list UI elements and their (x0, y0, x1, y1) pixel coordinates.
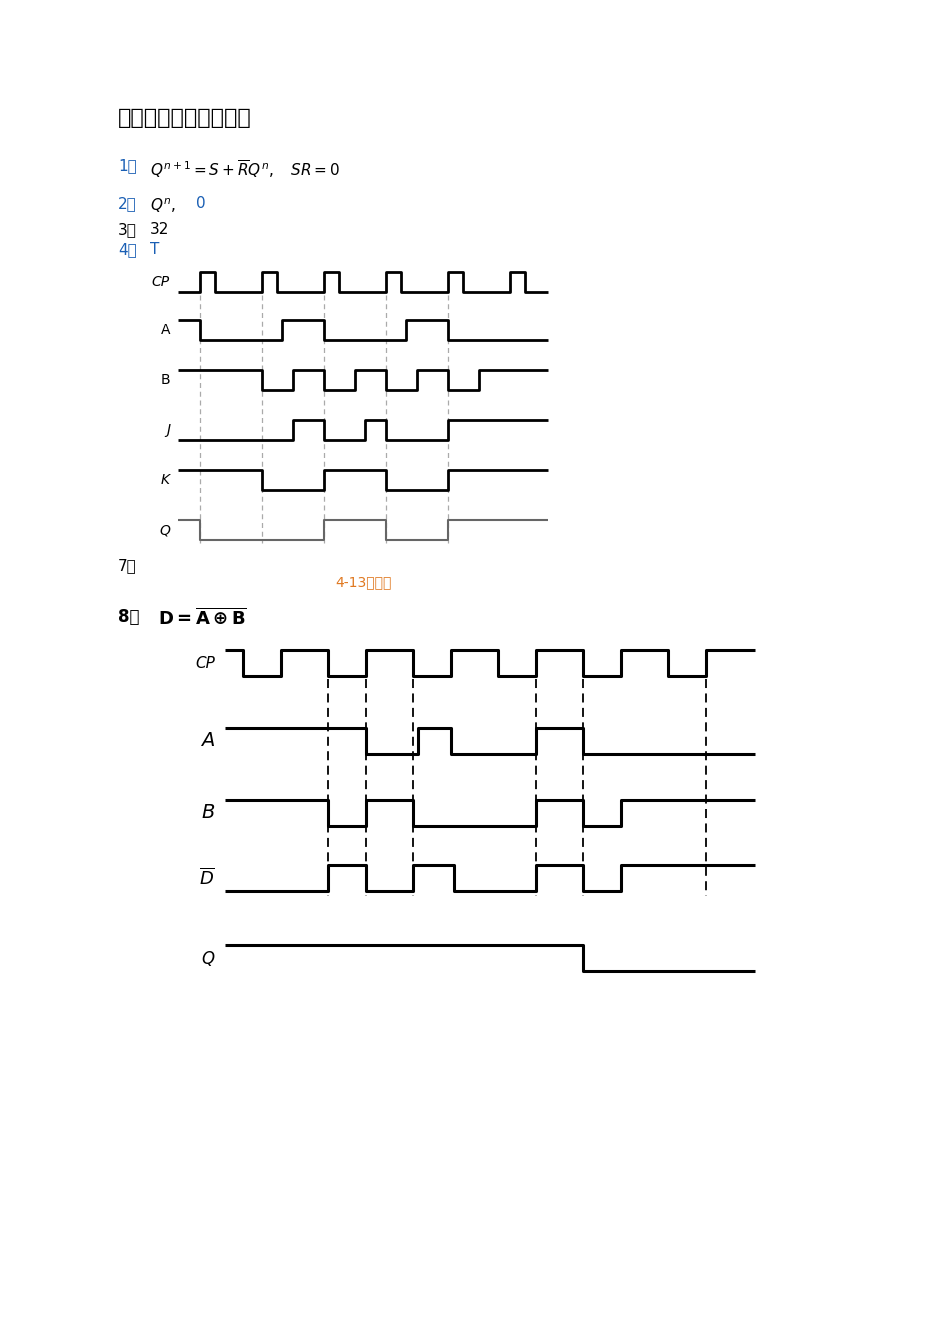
Text: 4、: 4、 (118, 242, 137, 257)
Text: 4-13题解图: 4-13题解图 (334, 575, 391, 590)
Text: 1、: 1、 (118, 158, 137, 172)
Text: 7、: 7、 (118, 558, 137, 574)
Text: 第五章锁存器和触发器: 第五章锁存器和触发器 (118, 108, 251, 128)
Text: J: J (166, 422, 170, 437)
Text: $\overline{D}$: $\overline{D}$ (199, 868, 215, 888)
Text: $\mathbf{D=\overline{A\oplus B}}$: $\mathbf{D=\overline{A\oplus B}}$ (158, 608, 246, 630)
Text: 32: 32 (150, 222, 169, 237)
Text: $\mathbf{\mathit{B}}$: $\mathbf{\mathit{B}}$ (201, 804, 215, 822)
Text: Q: Q (159, 523, 170, 537)
Text: B: B (160, 373, 170, 386)
Text: $\mathbf{\mathit{A}}$: $\mathbf{\mathit{A}}$ (200, 731, 215, 750)
Text: $\mathit{Q}$: $\mathit{Q}$ (200, 948, 215, 968)
Text: A: A (160, 324, 170, 337)
Text: 3、: 3、 (118, 222, 137, 237)
Text: CP: CP (194, 655, 215, 670)
Text: $Q^{n},$: $Q^{n},$ (150, 197, 176, 215)
Text: CP: CP (152, 275, 170, 289)
Text: 0: 0 (195, 197, 206, 211)
Text: T: T (150, 242, 160, 257)
Text: K: K (160, 473, 170, 487)
Text: $Q^{n+1}=S+\overline{R}Q^{n},$   $SR=0$: $Q^{n+1}=S+\overline{R}Q^{n},$ $SR=0$ (150, 158, 340, 179)
Text: 8、: 8、 (118, 608, 140, 626)
Text: 2、: 2、 (118, 197, 137, 211)
